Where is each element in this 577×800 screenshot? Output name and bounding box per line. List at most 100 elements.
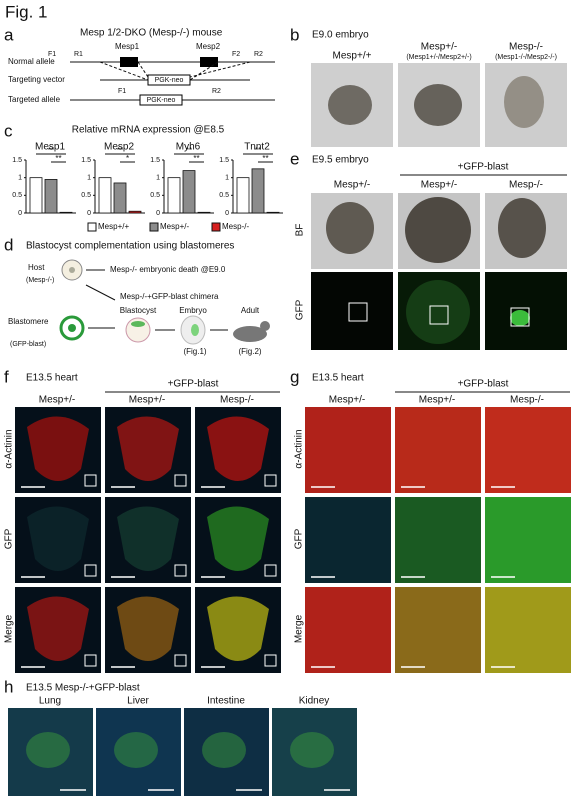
allele-diagram	[70, 57, 275, 106]
row-label: GFP	[295, 299, 306, 320]
chart-title: Myh6	[176, 142, 201, 153]
stage: Blastocyst	[120, 306, 157, 315]
host-label: Host	[28, 263, 45, 272]
legend-label: Mesp+/-	[160, 222, 189, 231]
significance: **	[117, 146, 123, 155]
micrograph	[395, 407, 481, 493]
chart-title: Mesp2	[104, 142, 134, 153]
bar	[29, 177, 43, 214]
row-label: Merge	[294, 614, 305, 643]
genotype: Mesp+/-	[39, 395, 75, 406]
row-label: GFP	[4, 528, 15, 549]
panel-label: e	[290, 149, 299, 168]
inset-box	[264, 654, 277, 667]
chart-title: Mesp1	[35, 142, 65, 153]
inset-box	[264, 564, 277, 577]
row-label: Normal allele	[8, 57, 55, 66]
heart-section	[117, 596, 179, 661]
y-tick-label: 1.5	[12, 157, 22, 164]
heart-section	[27, 596, 89, 661]
group-label: +GFP-blast	[168, 379, 219, 390]
significance: **	[55, 154, 61, 163]
stage: Adult	[241, 306, 260, 315]
cassette: PGK-neo	[155, 77, 184, 84]
heart-section	[207, 416, 269, 481]
significance: **	[255, 146, 261, 155]
row-label: Merge	[4, 614, 15, 643]
panel-title: E13.5 Mesp-/-+GFP-blast	[26, 683, 140, 694]
y-tick-label: 0	[156, 210, 160, 217]
embryo-images	[311, 193, 567, 350]
legend-swatch	[87, 222, 97, 232]
inset-box	[174, 564, 187, 577]
inset-box	[264, 474, 277, 487]
micrograph	[395, 587, 481, 673]
genotype: Mesp+/+	[333, 51, 372, 62]
legend-label: Mesp+/+	[98, 222, 129, 231]
reference: (Fig.1)	[183, 347, 206, 356]
genotype: Mesp-/-	[509, 180, 543, 191]
primer: R2	[254, 51, 263, 58]
group-label: +GFP-blast	[458, 162, 509, 173]
genotype: Mesp+/-	[419, 395, 455, 406]
tissue-label: Intestine	[207, 696, 245, 707]
panel-label: a	[4, 25, 14, 44]
inset-box	[174, 474, 187, 487]
tissue-label: Lung	[39, 696, 61, 707]
y-tick-label: 1	[225, 175, 229, 182]
panel-label: g	[290, 367, 299, 386]
panel-label: d	[4, 235, 13, 254]
genotype: Mesp-/-	[220, 395, 254, 406]
bar	[182, 170, 196, 214]
genotype: Mesp+/-	[421, 180, 457, 191]
significance: **	[186, 146, 192, 155]
y-tick-label: 0	[225, 210, 229, 217]
micrograph	[485, 407, 571, 493]
outcome: Mesp-/- embryonic death @E9.0	[110, 265, 226, 274]
heart-section	[27, 506, 89, 571]
panel-label: h	[4, 677, 13, 696]
panel-title: E9.5 embryo	[312, 155, 369, 166]
legend-swatch	[211, 222, 221, 232]
reference: (Fig.2)	[238, 347, 261, 356]
heart-section	[27, 416, 89, 481]
gfp-signal	[202, 732, 246, 768]
y-tick-label: 0.5	[81, 192, 91, 199]
panel-title: Mesp 1/2-DKO (Mesp-/-) mouse	[80, 28, 223, 39]
panel-title: Blastocyst complementation using blastom…	[26, 241, 234, 252]
gfp-signal	[26, 732, 70, 768]
genotype: Mesp-/-	[509, 42, 543, 53]
genotype: Mesp+/-	[334, 180, 370, 191]
gfp-signal	[114, 732, 158, 768]
y-tick-label: 1	[18, 175, 22, 182]
primer: F1	[48, 51, 56, 58]
row-label: GFP	[294, 528, 305, 549]
chart-title: Tnnt2	[244, 142, 270, 153]
group-label: +GFP-blast	[458, 379, 509, 390]
genotype: Mesp+/-	[421, 42, 457, 53]
panel-label: c	[4, 121, 13, 140]
stage: Embryo	[179, 306, 207, 315]
panel-title: Relative mRNA expression @E8.5	[72, 125, 225, 136]
gene-label: Mesp1	[115, 42, 140, 51]
primer: F1	[118, 88, 126, 95]
micrograph	[305, 587, 391, 673]
legend-label: Mesp-/-	[222, 222, 249, 231]
y-tick-label: 1.5	[81, 157, 91, 164]
primer: F2	[232, 51, 240, 58]
genotype: Mesp+/-	[129, 395, 165, 406]
donor-type: (GFP-blast)	[10, 341, 46, 348]
bar	[197, 211, 211, 214]
y-tick-label: 0	[18, 210, 22, 217]
bar	[44, 179, 58, 214]
y-tick-label: 0.5	[219, 192, 229, 199]
bar	[236, 177, 250, 214]
inset-box	[174, 654, 187, 667]
y-tick-label: 0.5	[12, 192, 22, 199]
bar	[59, 211, 73, 214]
significance: *	[126, 154, 129, 163]
bar	[266, 211, 280, 214]
bar	[167, 177, 181, 214]
